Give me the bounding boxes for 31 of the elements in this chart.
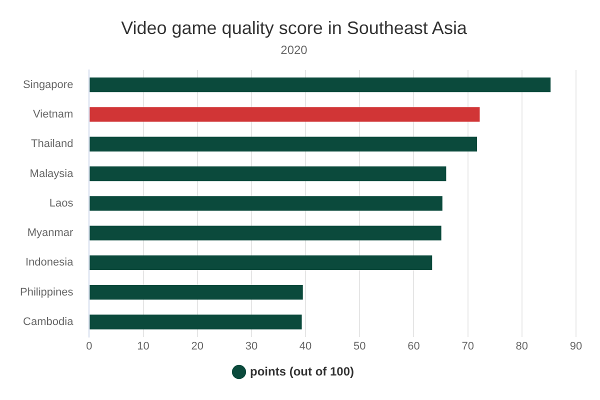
y-tick-label: Laos [49, 197, 74, 210]
bar [90, 314, 302, 330]
x-tick-label: 70 [462, 340, 474, 352]
x-tick-label: 60 [408, 340, 420, 352]
x-tick-label: 30 [245, 340, 258, 352]
bar [90, 226, 442, 240]
y-tick-label: Vietnam [33, 108, 74, 120]
legend-label: points (out of 100) [250, 364, 354, 378]
chart-title: Video game quality score in Southeast Asia [121, 18, 468, 38]
x-tick-label: 10 [137, 340, 150, 352]
x-tick-label: 20 [191, 340, 204, 352]
bar [90, 136, 478, 152]
y-tick-label: Myanmar [27, 227, 74, 240]
x-tick-label: 90 [570, 340, 582, 352]
bar [90, 77, 551, 92]
y-tick-label: Indonesia [25, 256, 74, 269]
y-tick-label: Thailand [31, 138, 74, 150]
bar [90, 166, 446, 182]
x-tick-label: 40 [299, 340, 312, 352]
bar [90, 255, 432, 270]
y-tick-label: Philippines [20, 286, 74, 298]
y-tick-label: Malaysia [30, 168, 74, 180]
bar [90, 196, 442, 211]
x-tick-label: 0 [86, 340, 92, 352]
y-tick-label: Singapore [23, 78, 74, 91]
bar [90, 107, 480, 122]
x-tick-label: 80 [516, 340, 528, 352]
x-tick-label: 50 [354, 340, 366, 352]
bar [90, 284, 303, 300]
chart-subtitle: 2020 [280, 43, 308, 58]
y-tick-label: Cambodia [23, 316, 74, 328]
